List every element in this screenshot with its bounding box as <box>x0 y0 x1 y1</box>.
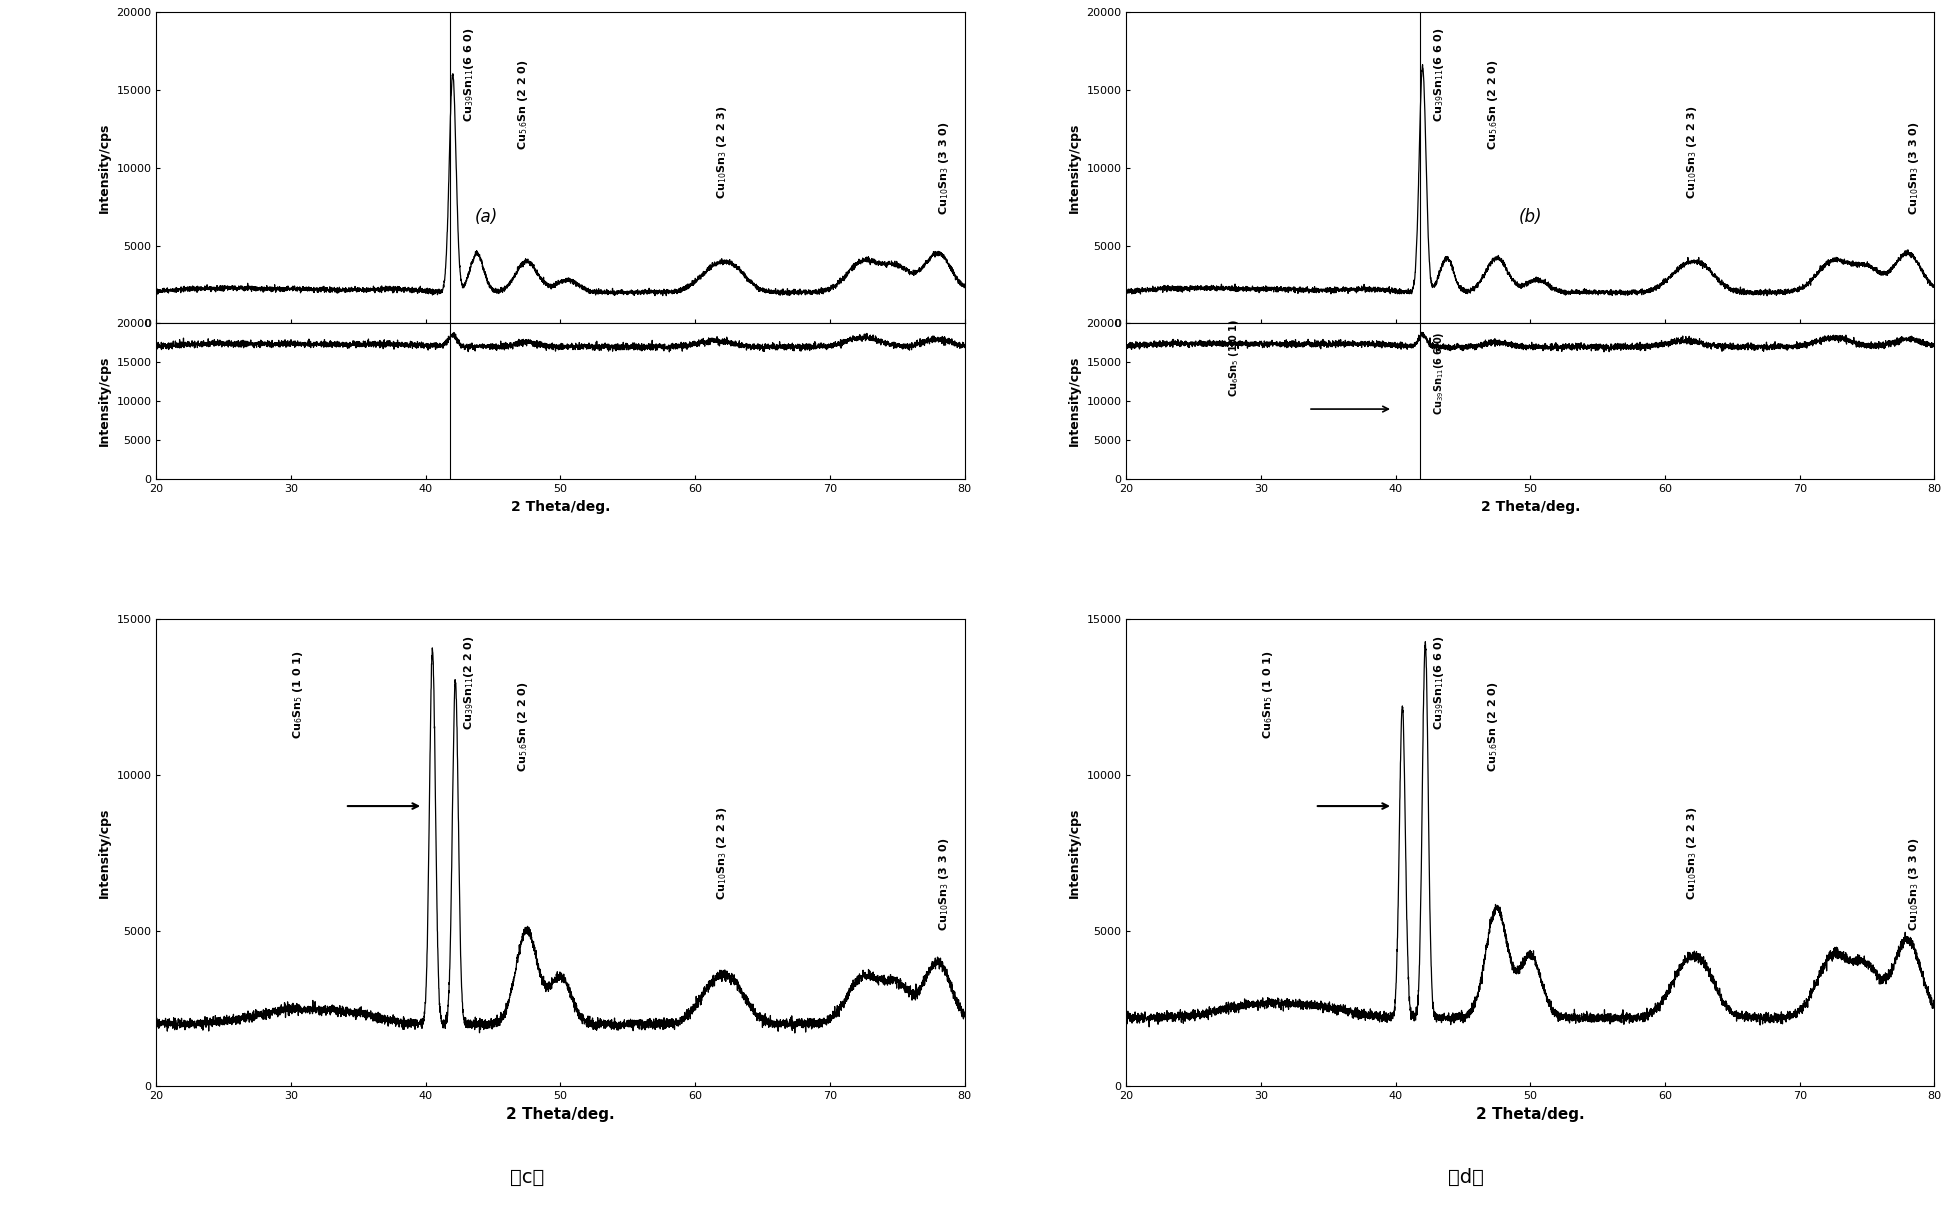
Text: Cu$_{10}$Sn$_3$ (3 3 0): Cu$_{10}$Sn$_3$ (3 3 0) <box>938 838 952 931</box>
Text: （c）: （c） <box>510 1168 545 1186</box>
Text: Cu$_{5.6}$Sn (2 2 0): Cu$_{5.6}$Sn (2 2 0) <box>516 682 530 772</box>
Text: Cu$_{10}$Sn$_3$ (2 2 3): Cu$_{10}$Sn$_3$ (2 2 3) <box>715 105 729 199</box>
Text: Cu$_{5.6}$Sn (2 2 0): Cu$_{5.6}$Sn (2 2 0) <box>1485 682 1499 772</box>
X-axis label: 2 Theta/deg.: 2 Theta/deg. <box>1481 500 1581 513</box>
Text: Cu$_{39}$Sn$_{11}$(6 6 0): Cu$_{39}$Sn$_{11}$(6 6 0) <box>1432 28 1446 122</box>
Y-axis label: Intensity/cps: Intensity/cps <box>1067 356 1081 447</box>
Text: Cu$_{10}$Sn$_3$ (2 2 3): Cu$_{10}$Sn$_3$ (2 2 3) <box>1684 105 1698 199</box>
Text: (b): (b) <box>1518 209 1542 226</box>
Y-axis label: Intensity/cps: Intensity/cps <box>1067 123 1081 212</box>
Text: Cu$_6$Sn$_5$ (1 0 1): Cu$_6$Sn$_5$ (1 0 1) <box>1227 319 1241 397</box>
Y-axis label: Intensity/cps: Intensity/cps <box>98 123 111 212</box>
Text: Cu$_{10}$Sn$_3$ (3 3 0): Cu$_{10}$Sn$_3$ (3 3 0) <box>938 121 952 215</box>
Text: Cu$_{5.6}$Sn (2 2 0): Cu$_{5.6}$Sn (2 2 0) <box>516 59 530 150</box>
Text: （d）: （d） <box>1448 1168 1483 1186</box>
X-axis label: 2 Theta/deg.: 2 Theta/deg. <box>510 500 610 513</box>
Y-axis label: Intensity/cps: Intensity/cps <box>98 807 111 898</box>
X-axis label: 2 Theta/deg.: 2 Theta/deg. <box>506 1107 616 1121</box>
Text: Cu$_{10}$Sn$_3$ (2 2 3): Cu$_{10}$Sn$_3$ (2 2 3) <box>715 806 729 899</box>
Text: Cu$_{10}$Sn$_3$ (3 3 0): Cu$_{10}$Sn$_3$ (3 3 0) <box>1907 121 1921 215</box>
Text: Cu$_{10}$Sn$_3$ (2 2 3): Cu$_{10}$Sn$_3$ (2 2 3) <box>1684 806 1698 899</box>
Text: Cu$_{5.6}$Sn (2 2 0): Cu$_{5.6}$Sn (2 2 0) <box>1485 59 1499 150</box>
X-axis label: 2 Theta/deg.: 2 Theta/deg. <box>1475 1107 1585 1121</box>
Text: Cu$_{39}$Sn$_{11}$(6 6 0): Cu$_{39}$Sn$_{11}$(6 6 0) <box>1432 635 1446 730</box>
Text: (a): (a) <box>475 209 498 226</box>
Text: Cu$_{39}$Sn$_{11}$(6 6 0): Cu$_{39}$Sn$_{11}$(6 6 0) <box>1432 331 1446 415</box>
Y-axis label: Intensity/cps: Intensity/cps <box>1067 807 1081 898</box>
Text: Cu$_{39}$Sn$_{11}$(2 2 0): Cu$_{39}$Sn$_{11}$(2 2 0) <box>461 635 477 730</box>
Text: Cu$_{39}$Sn$_{11}$(6 6 0): Cu$_{39}$Sn$_{11}$(6 6 0) <box>461 28 477 122</box>
Text: Cu$_6$Sn$_5$ (1 0 1): Cu$_6$Sn$_5$ (1 0 1) <box>1260 651 1274 739</box>
Text: Cu$_6$Sn$_5$ (1 0 1): Cu$_6$Sn$_5$ (1 0 1) <box>291 651 305 739</box>
Y-axis label: Intensity/cps: Intensity/cps <box>98 356 111 447</box>
Text: Cu$_{10}$Sn$_3$ (3 3 0): Cu$_{10}$Sn$_3$ (3 3 0) <box>1907 838 1921 931</box>
